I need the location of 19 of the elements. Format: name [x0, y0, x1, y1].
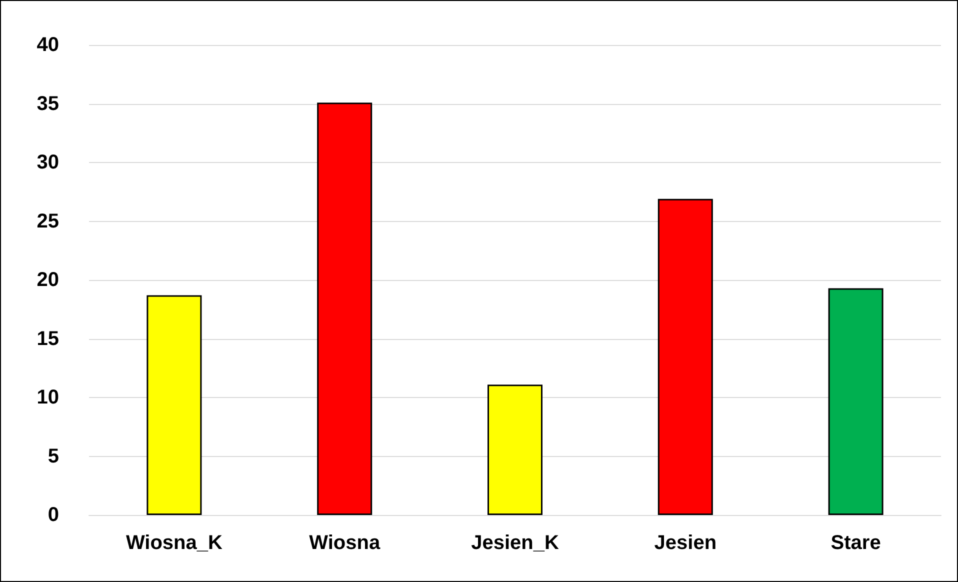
x-tick-label: Wiosna_K	[126, 532, 224, 554]
bar	[658, 198, 713, 515]
y-tick-label: 0	[48, 504, 59, 526]
y-tick-label: 30	[36, 152, 59, 174]
y-tick-label: 5	[48, 445, 59, 468]
x-tick-label: Jesien	[654, 532, 717, 554]
y-tick-label: 15	[36, 328, 59, 350]
bar	[317, 102, 372, 515]
y-tick-label: 40	[36, 34, 59, 56]
y-tick-label: 20	[36, 269, 59, 291]
y-tick-label: 35	[36, 92, 59, 115]
bar	[828, 288, 884, 515]
x-tick-label: Jesien_K	[471, 532, 560, 554]
bar	[146, 295, 202, 515]
y-tick-label: 25	[36, 210, 59, 232]
x-tick-label: Wiosna	[309, 532, 381, 554]
y-tick-label: 10	[36, 386, 59, 408]
bar	[488, 384, 542, 515]
x-tick-label: Stare	[830, 532, 881, 554]
